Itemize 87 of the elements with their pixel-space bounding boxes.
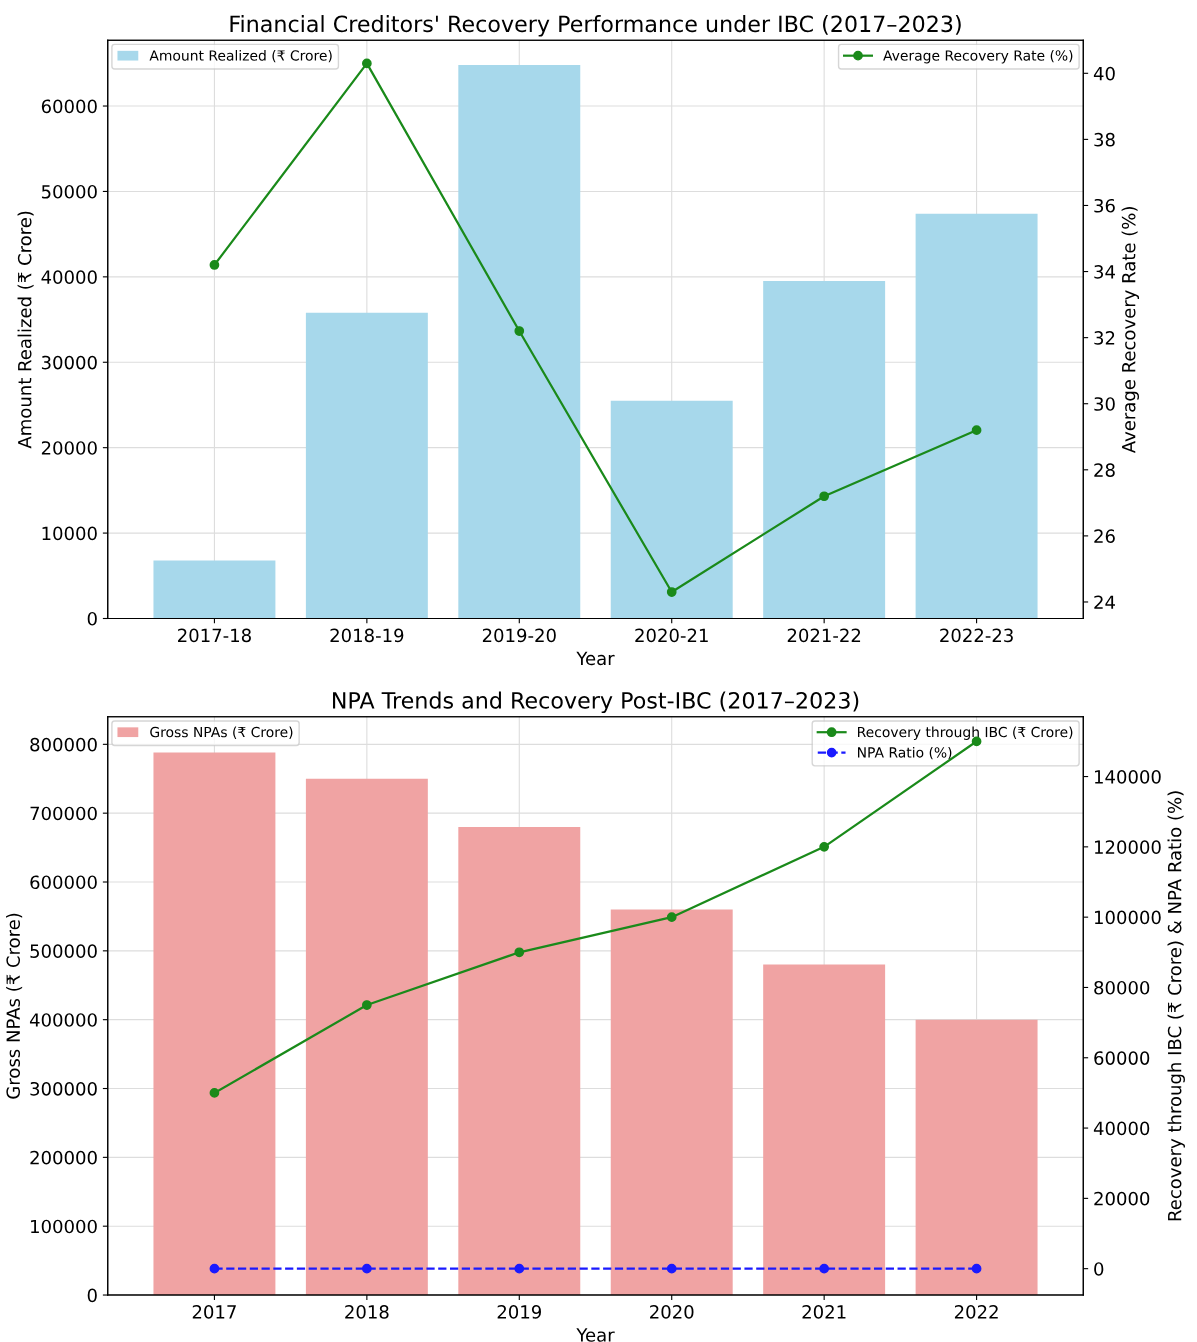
y-tick-label: 800000 [30, 737, 97, 752]
y-tick-label: 40000 [41, 270, 97, 284]
bar [458, 826, 581, 1296]
y2-tick-label: 80000 [1094, 980, 1150, 995]
y-axis-title: Gross NPAs (₹ Crore) [6, 913, 23, 1099]
x-tick-label: 2021 [802, 1305, 846, 1319]
x-axis-title: Year [576, 651, 615, 666]
bar [610, 400, 733, 619]
y2-tick-label: 28 [1094, 463, 1115, 477]
x-tick-label: 2019 [497, 1305, 541, 1319]
x-tick-label: 2017 [192, 1305, 236, 1319]
x-tick-label: 2017-18 [178, 628, 251, 643]
point [362, 58, 372, 69]
bar [915, 1019, 1038, 1296]
y2-tick-label: 40 [1093, 66, 1115, 81]
bar [305, 778, 428, 1296]
y-tick-label: 0 [87, 611, 97, 626]
y2-tick-label: 26 [1094, 529, 1115, 544]
bar [153, 752, 276, 1296]
bar [458, 65, 581, 619]
point [209, 260, 220, 270]
y2-tick-label: 32 [1094, 331, 1115, 345]
y-tick-label: 700000 [30, 806, 97, 821]
point [362, 1000, 372, 1010]
bar [153, 560, 276, 619]
point [209, 1088, 220, 1098]
x-tick-label: 2020 [650, 1305, 694, 1319]
bar [763, 281, 886, 619]
x-tick-label: 2021-22 [787, 628, 861, 643]
point [819, 491, 830, 502]
y-axis-title: Amount Realized (₹ Crore) [17, 211, 34, 449]
y2-tick-label: 36 [1094, 198, 1115, 213]
y2-tick-label: 34 [1094, 265, 1115, 279]
y2-tick-label: 140000 [1094, 770, 1161, 784]
y-tick-label: 10000 [42, 526, 97, 541]
point [819, 1263, 830, 1274]
point [514, 947, 525, 958]
bar [610, 909, 733, 1296]
chart-title: NPA Trends and Recovery Post-IBC (2017–2023) [333, 691, 859, 714]
y2-tick-label: 30 [1094, 397, 1115, 411]
point [971, 1263, 982, 1274]
y-tick-label: 0 [87, 1288, 97, 1303]
legend-label: Amount Realized (₹ Crore) [149, 49, 332, 63]
point [666, 587, 677, 597]
y-tick-label: 50000 [41, 184, 97, 199]
y-tick-label: 200000 [30, 1150, 97, 1165]
x-tick-label: 2019-20 [482, 628, 556, 643]
x-tick-label: 2022-23 [940, 628, 1013, 643]
y-tick-label: 20000 [41, 441, 97, 455]
bar [915, 213, 1038, 619]
bar [305, 312, 428, 619]
point [819, 841, 830, 852]
y2-tick-label: 100000 [1094, 910, 1161, 925]
y-tick-label: 60000 [41, 99, 97, 114]
legend-label: NPA Ratio (%) [858, 746, 952, 760]
y2-tick-label: 38 [1094, 132, 1115, 147]
y2-tick-label: 24 [1094, 595, 1115, 609]
bar [763, 964, 886, 1296]
legend-label: Average Recovery Rate (%) [883, 50, 1073, 64]
y-tick-label: 300000 [30, 1081, 97, 1096]
point [666, 912, 677, 923]
x-tick-label: 2018-19 [330, 628, 404, 643]
legend-label: Gross NPAs (₹ Crore) [150, 726, 293, 739]
legend-label: Recovery through IBC (₹ Crore) [858, 726, 1073, 740]
x-axis-title: Year [576, 1328, 615, 1342]
y2-axis-title: Recovery through IBC (₹ Crore) & NPA Ratio (%) [1167, 791, 1185, 1221]
chart-title: Financial Creditors' Recovery Performance under IBC (2017–2023) [230, 15, 961, 37]
y2-tick-label: 40000 [1093, 1121, 1150, 1136]
y2-axis-title: Average Recovery Rate (%) [1121, 207, 1140, 454]
y2-tick-label: 60000 [1094, 1051, 1150, 1065]
y2-tick-label: 120000 [1094, 840, 1161, 854]
y-tick-label: 100000 [31, 1219, 97, 1234]
point [666, 1263, 677, 1274]
x-tick-label: 2022 [954, 1305, 998, 1319]
point [362, 1263, 372, 1274]
x-tick-label: 2020-21 [635, 628, 708, 643]
y2-tick-label: 0 [1094, 1262, 1104, 1276]
y-tick-label: 600000 [30, 875, 97, 890]
y-tick-label: 400000 [29, 1013, 97, 1027]
y-tick-label: 500000 [30, 944, 97, 958]
point [514, 326, 525, 336]
point [209, 1263, 220, 1274]
x-tick-label: 2018 [345, 1305, 389, 1319]
point [514, 1263, 525, 1274]
y2-tick-label: 20000 [1094, 1191, 1150, 1206]
y-tick-label: 30000 [41, 355, 97, 370]
point [971, 425, 982, 436]
